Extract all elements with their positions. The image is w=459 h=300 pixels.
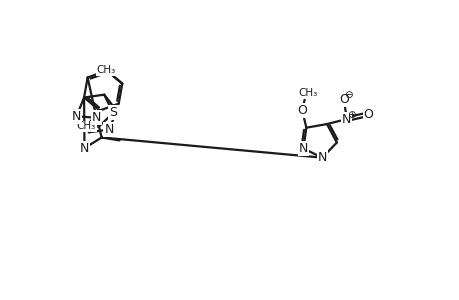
Text: N: N — [104, 123, 113, 136]
Text: ⊕: ⊕ — [346, 110, 355, 120]
Text: N: N — [72, 110, 81, 123]
Text: ⊖: ⊖ — [343, 90, 352, 100]
Text: N: N — [102, 64, 111, 77]
Text: N: N — [317, 151, 326, 164]
Text: N: N — [79, 142, 89, 155]
Text: O: O — [363, 108, 373, 121]
Text: N: N — [341, 112, 351, 126]
Text: S: S — [109, 106, 117, 119]
Text: CH₃: CH₃ — [96, 65, 116, 75]
Text: CH₃: CH₃ — [298, 88, 317, 98]
Text: N: N — [92, 111, 101, 124]
Text: CH₃: CH₃ — [77, 122, 95, 131]
Text: N: N — [298, 142, 308, 155]
Text: O: O — [297, 104, 307, 117]
Text: O: O — [338, 93, 348, 106]
